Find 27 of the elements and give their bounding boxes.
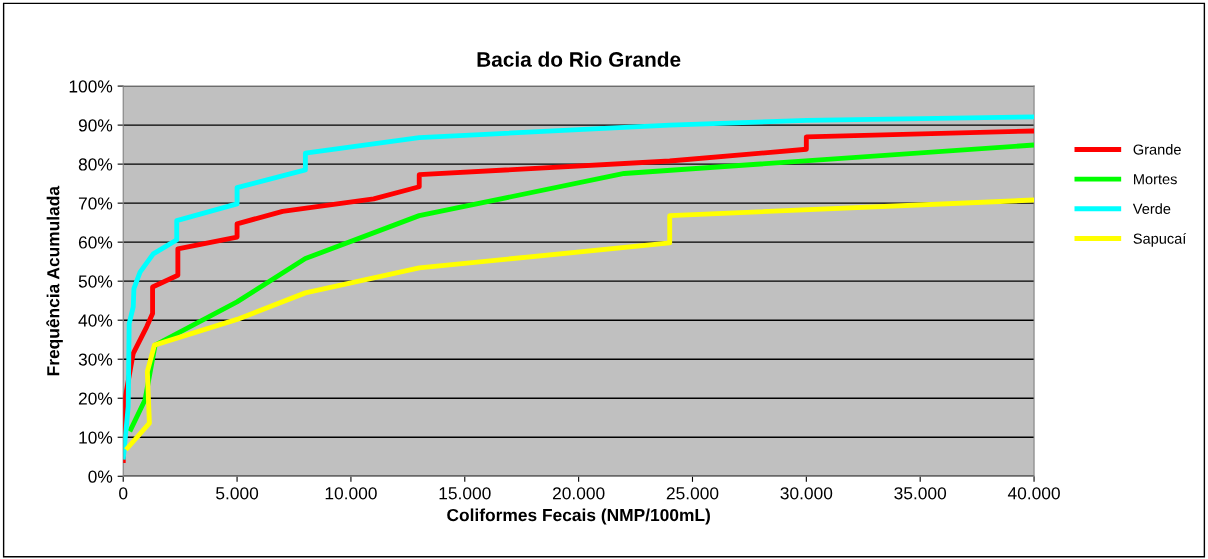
chart-title: Bacia do Rio Grande xyxy=(477,51,681,67)
x-axis-title: Coliformes Fecais (NMP/100mL) xyxy=(447,508,710,525)
y-tick-label: 0% xyxy=(88,470,113,483)
y-tick-label: 50% xyxy=(78,275,113,288)
x-tick-label: 20.000 xyxy=(552,487,605,500)
y-tick-label: 20% xyxy=(78,392,113,405)
y-tick-label: 90% xyxy=(78,119,113,132)
y-tick-label: 100% xyxy=(69,80,113,93)
y-tick-label: 40% xyxy=(78,314,113,327)
x-tick-label: 35.000 xyxy=(894,487,947,500)
x-tick-label: 15.000 xyxy=(439,487,491,500)
x-tick-label: 40.000 xyxy=(1007,487,1060,500)
x-tick-label: 0 xyxy=(119,487,128,500)
x-tick-label: 30.000 xyxy=(780,487,833,500)
y-tick-label: 10% xyxy=(79,431,113,444)
legend-label: Sapucaí xyxy=(1133,232,1187,247)
y-axis-title: Frequência Acumulada xyxy=(46,185,63,376)
x-tick-label: 10.000 xyxy=(325,487,377,500)
x-tick-label: 25.000 xyxy=(666,487,719,500)
y-tick-label: 80% xyxy=(78,158,113,171)
legend-label: Verde xyxy=(1132,203,1171,214)
y-tick-label: 70% xyxy=(78,197,113,210)
legend-label: Grande xyxy=(1133,144,1181,155)
legend-label: Mortes xyxy=(1134,174,1177,185)
y-tick-label: 60% xyxy=(78,236,113,249)
y-tick-label: 30% xyxy=(78,353,113,366)
x-tick-label: 5.000 xyxy=(216,487,259,500)
